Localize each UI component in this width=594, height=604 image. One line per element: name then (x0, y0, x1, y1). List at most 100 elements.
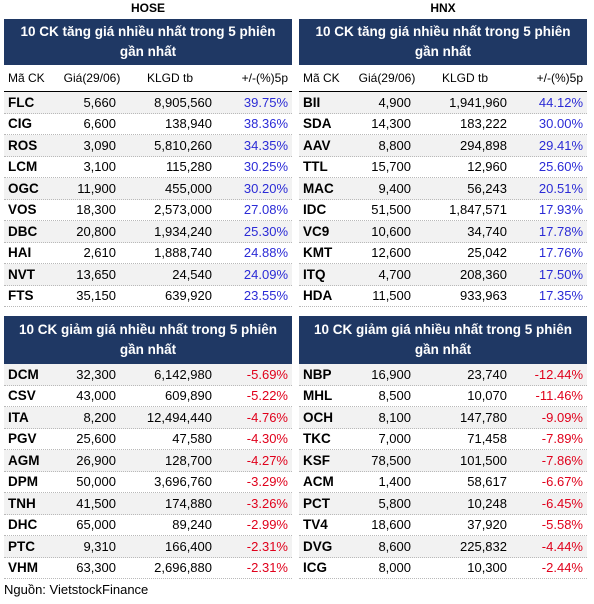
volume-cell: 101,500 (460, 452, 507, 468)
table-row: VOS 18,300 2,573,000 27.08% (4, 200, 292, 221)
price-cell: 6,600 (83, 116, 116, 132)
table-row: ITA 8,200 12,494,440 -4.76% (4, 407, 292, 429)
price-cell: 3,090 (83, 137, 116, 153)
change-cell: 44.12% (538, 94, 583, 110)
volume-cell: 225,832 (460, 538, 507, 554)
price-cell: 10,600 (371, 223, 411, 239)
change-cell: 34.35% (243, 137, 288, 153)
change-cell: -3.26% (246, 495, 288, 511)
table-row: AAV 8,800 294,898 29.41% (299, 135, 587, 157)
hose-gainers-title: 10 CK tăng giá nhiều nhất trong 5 phiên … (4, 19, 292, 65)
change-cell: -7.86% (541, 452, 583, 468)
stock-code: TV4 (303, 517, 328, 533)
col-price: Giá(29/06) (63, 71, 121, 85)
col-change: +/-(%)5p (241, 71, 288, 85)
table-row: TNH 41,500 174,880 -3.26% (4, 493, 292, 515)
change-cell: 17.35% (538, 288, 583, 304)
stock-code: PTC (8, 538, 35, 554)
price-cell: 51,500 (371, 202, 411, 218)
volume-cell: 3,696,760 (154, 474, 212, 490)
stock-code: CIG (8, 116, 33, 132)
price-cell: 9,310 (83, 538, 116, 554)
change-cell: 17.78% (538, 223, 583, 239)
table-row: TTL 15,700 12,960 25.60% (299, 157, 587, 178)
change-cell: -2.44% (541, 560, 583, 576)
change-cell: -11.46% (535, 388, 583, 404)
change-cell: 17.93% (538, 202, 583, 218)
price-cell: 5,660 (83, 94, 116, 110)
change-cell: 25.60% (538, 159, 583, 175)
volume-cell: 12,494,440 (146, 409, 212, 425)
stock-code: ROS (8, 137, 38, 153)
volume-cell: 1,888,740 (154, 245, 212, 261)
table-row: DPM 50,000 3,696,760 -3.29% (4, 472, 292, 493)
hnx-losers-table: NBP 16,900 23,740 -12.44% MHL 8,500 10,070 -11.… (299, 364, 587, 579)
table-row: VC9 10,600 34,740 17.78% (299, 221, 587, 243)
volume-cell: 138,940 (165, 116, 212, 132)
table-row: DCM 32,300 6,142,980 -5.69% (4, 364, 292, 386)
volume-cell: 174,880 (165, 495, 212, 511)
price-cell: 26,900 (76, 452, 116, 468)
table-row: ITQ 4,700 208,360 17.50% (299, 264, 587, 286)
price-cell: 2,610 (83, 245, 116, 261)
volume-cell: 89,240 (172, 517, 212, 533)
change-cell: 39.75% (243, 94, 288, 110)
volume-cell: 1,941,960 (449, 94, 507, 110)
change-cell: -7.89% (541, 431, 583, 447)
volume-cell: 455,000 (165, 180, 212, 196)
volume-cell: 8,905,560 (154, 94, 212, 110)
table-row: DBC 20,800 1,934,240 25.30% (4, 221, 292, 243)
volume-cell: 56,243 (467, 180, 507, 196)
table-row: NBP 16,900 23,740 -12.44% (299, 364, 587, 386)
stock-code: VOS (8, 202, 37, 218)
stock-code: DHC (8, 517, 38, 533)
price-cell: 8,200 (83, 409, 116, 425)
change-cell: -2.99% (246, 517, 288, 533)
price-cell: 50,000 (76, 474, 116, 490)
table-row: ICG 8,000 10,300 -2.44% (299, 558, 587, 579)
price-cell: 43,000 (76, 388, 116, 404)
price-cell: 20,800 (76, 223, 116, 239)
change-cell: 25.30% (243, 223, 288, 239)
stock-code: DBC (8, 223, 38, 239)
table-row: CSV 43,000 609,890 -5.22% (4, 386, 292, 407)
volume-cell: 294,898 (460, 137, 507, 153)
change-cell: -5.58% (541, 517, 583, 533)
stock-code: MHL (303, 388, 333, 404)
volume-cell: 71,458 (467, 431, 507, 447)
hnx-gainers-title: 10 CK tăng giá nhiều nhất trong 5 phiên … (299, 19, 587, 65)
stock-code: TTL (303, 159, 328, 175)
table-row: HDA 11,500 933,963 17.35% (299, 286, 587, 307)
stock-code: OGC (8, 180, 39, 196)
change-cell: 29.41% (538, 137, 583, 153)
stock-code: SDA (303, 116, 332, 132)
stock-code: AGM (8, 452, 40, 468)
table-row: MAC 9,400 56,243 20.51% (299, 178, 587, 200)
price-cell: 8,600 (378, 538, 411, 554)
hose-losers-table: DCM 32,300 6,142,980 -5.69% CSV 43,000 609,890… (4, 364, 292, 579)
volume-cell: 1,847,571 (449, 202, 507, 218)
volume-cell: 34,740 (467, 223, 507, 239)
volume-cell: 12,960 (467, 159, 507, 175)
volume-cell: 609,890 (165, 388, 212, 404)
change-cell: -4.27% (246, 452, 288, 468)
price-cell: 8,800 (378, 137, 411, 153)
table-row: PCT 5,800 10,248 -6.45% (299, 493, 587, 515)
col-change: +/-(%)5p (536, 71, 583, 85)
table-row: AGM 26,900 128,700 -4.27% (4, 450, 292, 472)
change-cell: -4.76% (246, 409, 288, 425)
change-cell: 30.25% (243, 159, 288, 175)
stock-code: NBP (303, 366, 332, 382)
change-cell: -3.29% (246, 474, 288, 490)
change-cell: -6.45% (541, 495, 583, 511)
table-row: DHC 65,000 89,240 -2.99% (4, 515, 292, 536)
change-cell: 17.50% (538, 266, 583, 282)
change-cell: 20.51% (538, 180, 583, 196)
price-cell: 65,000 (76, 517, 116, 533)
volume-cell: 5,810,260 (154, 137, 212, 153)
col-volume: KLGD tb (441, 71, 489, 85)
volume-cell: 10,300 (467, 560, 507, 576)
table-row: ROS 3,090 5,810,260 34.35% (4, 135, 292, 157)
price-cell: 9,400 (378, 180, 411, 196)
table-row: FLC 5,660 8,905,560 39.75% (4, 92, 292, 114)
